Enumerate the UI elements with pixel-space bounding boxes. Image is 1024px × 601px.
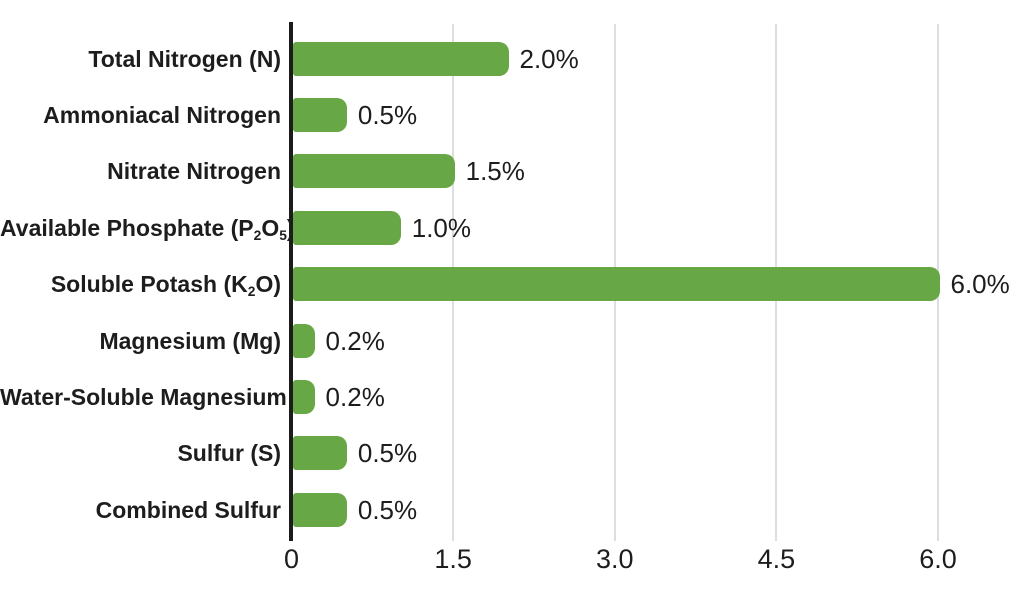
- category-label: Nitrate Nitrogen: [107, 158, 281, 185]
- category-label: Total Nitrogen (N): [88, 45, 281, 72]
- value-label: 0.2%: [325, 381, 385, 412]
- x-tick-label: 3.0: [595, 544, 634, 574]
- value-label: 0.2%: [325, 325, 385, 356]
- bar-4: [293, 210, 401, 245]
- bar-9: [293, 492, 347, 527]
- category-label: Soluble Potash (K2O): [50, 271, 281, 299]
- y-axis-line: [289, 22, 293, 541]
- category-label: Available Phosphate (P2O5): [0, 214, 295, 243]
- category-label: Magnesium (Mg): [99, 327, 281, 354]
- bar-6: [293, 323, 315, 358]
- x-tick-label: 6.0: [919, 544, 957, 574]
- bar-1: [293, 41, 509, 76]
- value-label: 0.5%: [357, 99, 418, 130]
- x-tick-label: 4.5: [757, 544, 796, 574]
- value-label: 0.5%: [357, 438, 418, 469]
- bar-7: [293, 379, 315, 414]
- value-label: 1.0%: [411, 212, 472, 243]
- x-tick-label: 1.5: [434, 544, 472, 574]
- category-label: Ammoniacal Nitrogen: [43, 101, 281, 128]
- x-tick-label: 0: [283, 544, 300, 574]
- value-label: 0.5%: [357, 494, 418, 525]
- bar-5: [293, 267, 940, 302]
- value-label: 6.0%: [950, 269, 1010, 300]
- category-label: Combined Sulfur: [95, 496, 281, 523]
- value-label: 2.0%: [519, 43, 579, 74]
- bar-8: [293, 436, 347, 471]
- category-label: Sulfur (S): [177, 440, 281, 467]
- bar-2: [293, 97, 347, 132]
- value-label: 1.5%: [465, 156, 525, 187]
- bar-3: [293, 154, 455, 189]
- category-label: Water-Soluble Magnesium: [0, 383, 287, 410]
